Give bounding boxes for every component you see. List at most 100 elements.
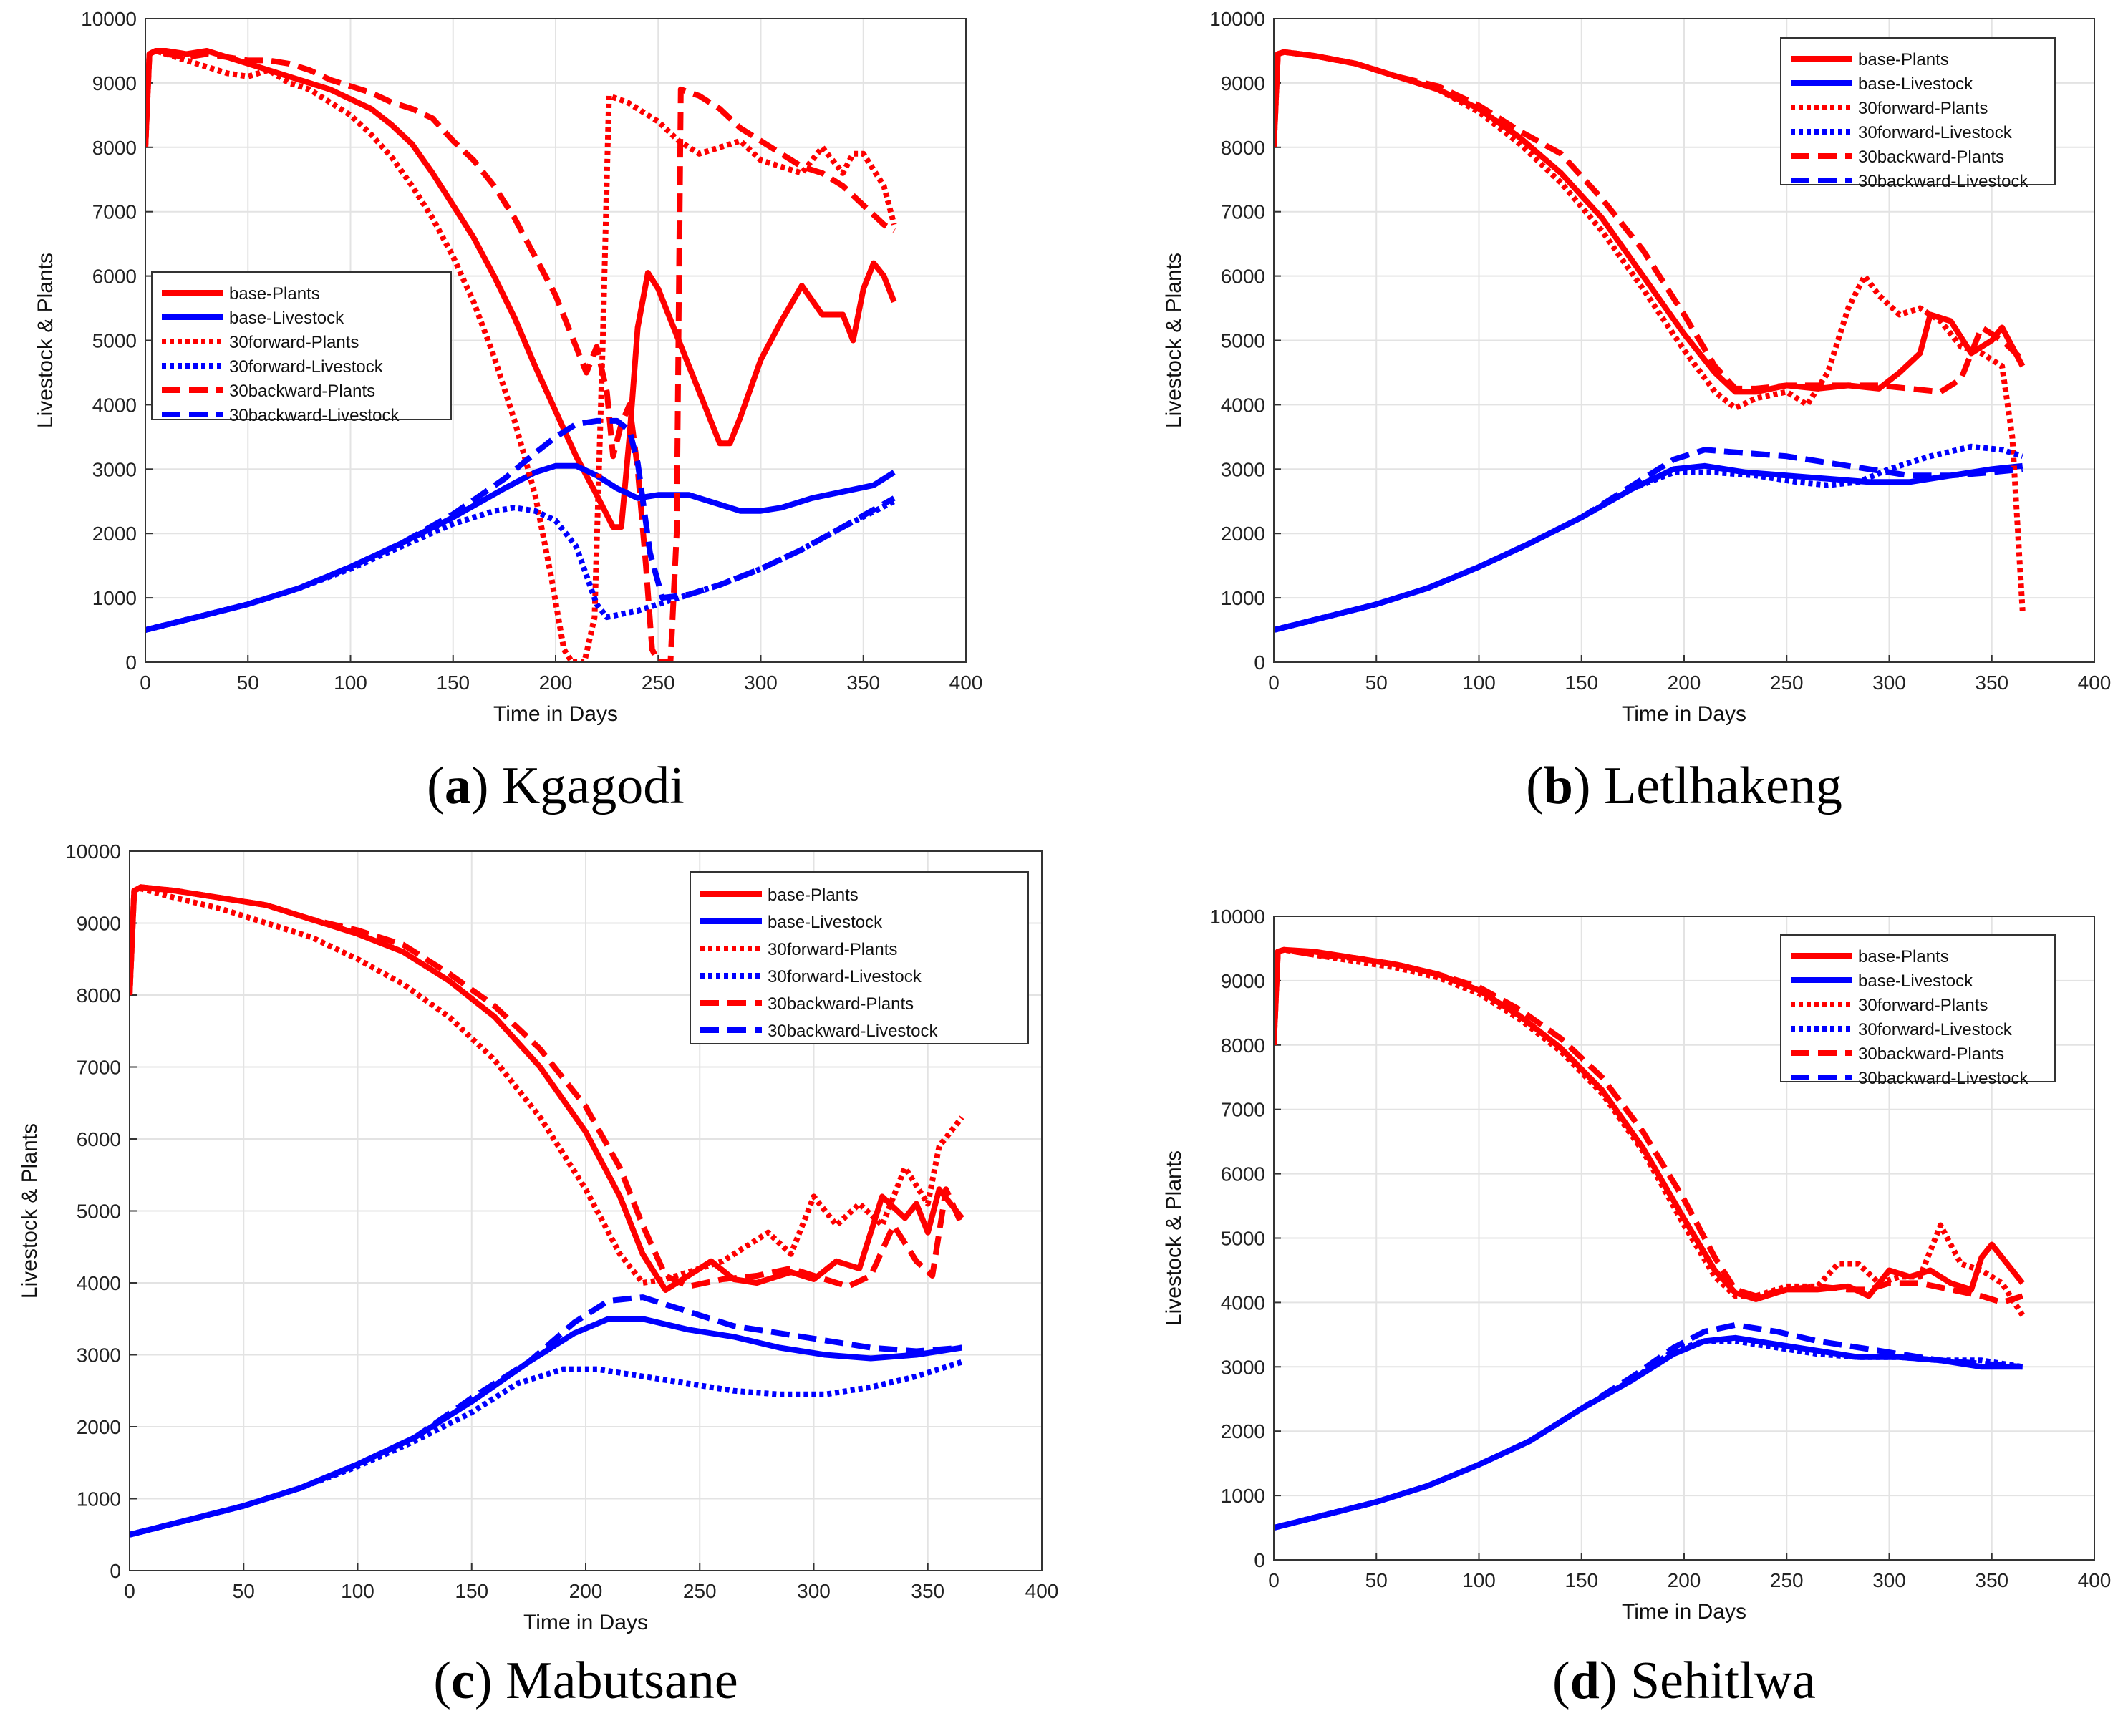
legend-entry-30backward-Plants: 30backward-Plants bbox=[229, 382, 375, 401]
x-tick-label: 300 bbox=[744, 671, 778, 694]
y-tick-label: 9000 bbox=[1221, 970, 1265, 992]
legend-entry-30forward-Plants: 30forward-Plants bbox=[1858, 996, 1988, 1015]
y-tick-label: 8000 bbox=[1221, 137, 1265, 159]
x-tick-label: 100 bbox=[1462, 1569, 1496, 1591]
y-tick-label: 9000 bbox=[77, 913, 121, 935]
y-tick-label: 3000 bbox=[77, 1344, 121, 1367]
y-tick-label: 7000 bbox=[1221, 201, 1265, 223]
y-tick-label: 4000 bbox=[1221, 394, 1265, 416]
subfigure-caption: (d) Sehitlwa bbox=[1552, 1652, 1816, 1710]
y-tick-label: 0 bbox=[110, 1560, 121, 1582]
legend-entry-base-Plants: base-Plants bbox=[1858, 50, 1949, 69]
y-tick-label: 8000 bbox=[77, 984, 121, 1007]
plot-frame bbox=[1273, 18, 2095, 663]
y-tick-label: 4000 bbox=[77, 1272, 121, 1294]
legend-entry-base-Plants: base-Plants bbox=[1858, 947, 1949, 966]
chart-panel-2: 0 50 100 150 200 250 300 350 4000100020003000400… bbox=[1162, 8, 2111, 815]
x-tick-label: 250 bbox=[1770, 671, 1804, 694]
y-tick-label: 3000 bbox=[92, 458, 137, 480]
x-tick-label: 150 bbox=[436, 671, 470, 694]
legend-entry-base-Livestock: base-Livestock bbox=[1858, 971, 1973, 991]
y-tick-label: 2000 bbox=[77, 1416, 121, 1438]
series-line-30backward-Plants bbox=[1274, 946, 2023, 1306]
legend-entry-base-Plants: base-Plants bbox=[768, 886, 859, 905]
x-tick-label: 50 bbox=[237, 671, 259, 694]
x-tick-label: 200 bbox=[1668, 671, 1701, 694]
legend-entry-base-Livestock: base-Livestock bbox=[768, 913, 883, 932]
x-tick-label: 50 bbox=[233, 1580, 255, 1602]
legend-entry-30forward-Plants: 30forward-Plants bbox=[1858, 99, 1988, 118]
x-tick-label: 250 bbox=[642, 671, 675, 694]
y-tick-label: 7000 bbox=[77, 1057, 121, 1079]
y-axis-label: Livestock & Plants bbox=[18, 1123, 42, 1299]
y-tick-label: 5000 bbox=[1221, 330, 1265, 352]
y-tick-label: 9000 bbox=[1221, 72, 1265, 94]
subfigure-caption: (a) Kgagodi bbox=[427, 757, 685, 815]
series-line-30forward-Livestock bbox=[1274, 443, 2023, 633]
y-tick-label: 5000 bbox=[1221, 1228, 1265, 1250]
y-tick-label: 1000 bbox=[92, 587, 137, 609]
x-tick-label: 400 bbox=[2078, 671, 2112, 694]
y-tick-label: 9000 bbox=[92, 72, 137, 94]
y-tick-label: 5000 bbox=[77, 1201, 121, 1223]
legend: base-Plants base-Livestock 30forward-Plant… bbox=[1780, 934, 2056, 1088]
legend-entry-30backward-Livestock: 30backward-Livestock bbox=[229, 406, 400, 425]
legend-entry-base-Livestock: base-Livestock bbox=[229, 309, 344, 328]
legend-entry-30forward-Livestock: 30forward-Livestock bbox=[768, 967, 922, 986]
legend-box bbox=[690, 871, 1029, 1044]
x-tick-label: 100 bbox=[334, 671, 367, 694]
subfigure-caption: (c) Mabutsane bbox=[433, 1652, 738, 1710]
x-tick-label: 200 bbox=[1668, 1569, 1701, 1591]
y-tick-label: 2000 bbox=[1221, 523, 1265, 545]
x-tick-label: 100 bbox=[341, 1580, 374, 1602]
legend-entry-30forward-Plants: 30forward-Plants bbox=[768, 940, 897, 959]
legend-entry-30backward-Livestock: 30backward-Livestock bbox=[1858, 1069, 2028, 1088]
plot-frame bbox=[129, 850, 1043, 1571]
y-tick-label: 2000 bbox=[1221, 1420, 1265, 1442]
x-tick-label: 250 bbox=[1770, 1569, 1804, 1591]
y-tick-label: 1000 bbox=[77, 1488, 121, 1510]
x-axis-label: Time in Days bbox=[1622, 1600, 1746, 1624]
legend-box bbox=[1780, 37, 2056, 185]
x-tick-label: 350 bbox=[911, 1580, 944, 1602]
series-line-30forward-Livestock bbox=[145, 498, 896, 633]
x-tick-label: 400 bbox=[2078, 1569, 2112, 1591]
legend-entry-30backward-Plants: 30backward-Plants bbox=[1858, 1044, 2004, 1064]
x-tick-label: 300 bbox=[1872, 1569, 1906, 1591]
x-tick-label: 250 bbox=[683, 1580, 717, 1602]
series-line-30backward-Livestock bbox=[130, 1294, 962, 1538]
series-line-30backward-Livestock bbox=[1274, 447, 2023, 633]
y-tick-label: 2000 bbox=[92, 523, 137, 545]
x-axis-label: Time in Days bbox=[1622, 702, 1746, 726]
x-tick-label: 350 bbox=[1975, 1569, 2008, 1591]
chart-panel-3: 0 50 100 150 200 250 300 350 4000100020003000400… bbox=[18, 840, 1058, 1710]
x-tick-label: 300 bbox=[797, 1580, 831, 1602]
x-tick-label: 50 bbox=[1365, 671, 1388, 694]
legend-entry-base-Livestock: base-Livestock bbox=[1858, 74, 1973, 94]
x-tick-label: 0 bbox=[1268, 1569, 1280, 1591]
series-line-30forward-Plants bbox=[1274, 946, 2026, 1317]
x-tick-label: 400 bbox=[949, 671, 983, 694]
y-tick-label: 10000 bbox=[81, 8, 137, 30]
y-tick-label: 6000 bbox=[77, 1128, 121, 1150]
x-tick-label: 150 bbox=[455, 1580, 488, 1602]
series-line-30backward-Plants bbox=[1274, 49, 2025, 395]
legend: base-Plants base-Livestock 30forward-Plant… bbox=[1780, 37, 2056, 191]
y-tick-label: 5000 bbox=[92, 330, 137, 352]
y-tick-label: 6000 bbox=[1221, 266, 1265, 288]
y-axis-label: Livestock & Plants bbox=[1162, 1150, 1186, 1326]
x-tick-label: 350 bbox=[846, 671, 880, 694]
y-tick-label: 4000 bbox=[1221, 1291, 1265, 1314]
y-tick-label: 0 bbox=[1254, 1549, 1265, 1571]
series-line-30backward-Livestock bbox=[145, 417, 896, 633]
legend: base-Plants base-Livestock 30forward-Plant… bbox=[690, 871, 1029, 1044]
y-tick-label: 6000 bbox=[92, 266, 137, 288]
series-line-30backward-Livestock bbox=[1274, 1322, 2023, 1531]
legend-entry-30backward-Livestock: 30backward-Livestock bbox=[1858, 172, 2028, 191]
legend-box bbox=[1780, 934, 2056, 1082]
x-axis-label: Time in Days bbox=[523, 1611, 648, 1634]
x-tick-label: 0 bbox=[124, 1580, 135, 1602]
y-tick-label: 7000 bbox=[1221, 1099, 1265, 1121]
legend-entry-30forward-Livestock: 30forward-Livestock bbox=[229, 357, 384, 377]
